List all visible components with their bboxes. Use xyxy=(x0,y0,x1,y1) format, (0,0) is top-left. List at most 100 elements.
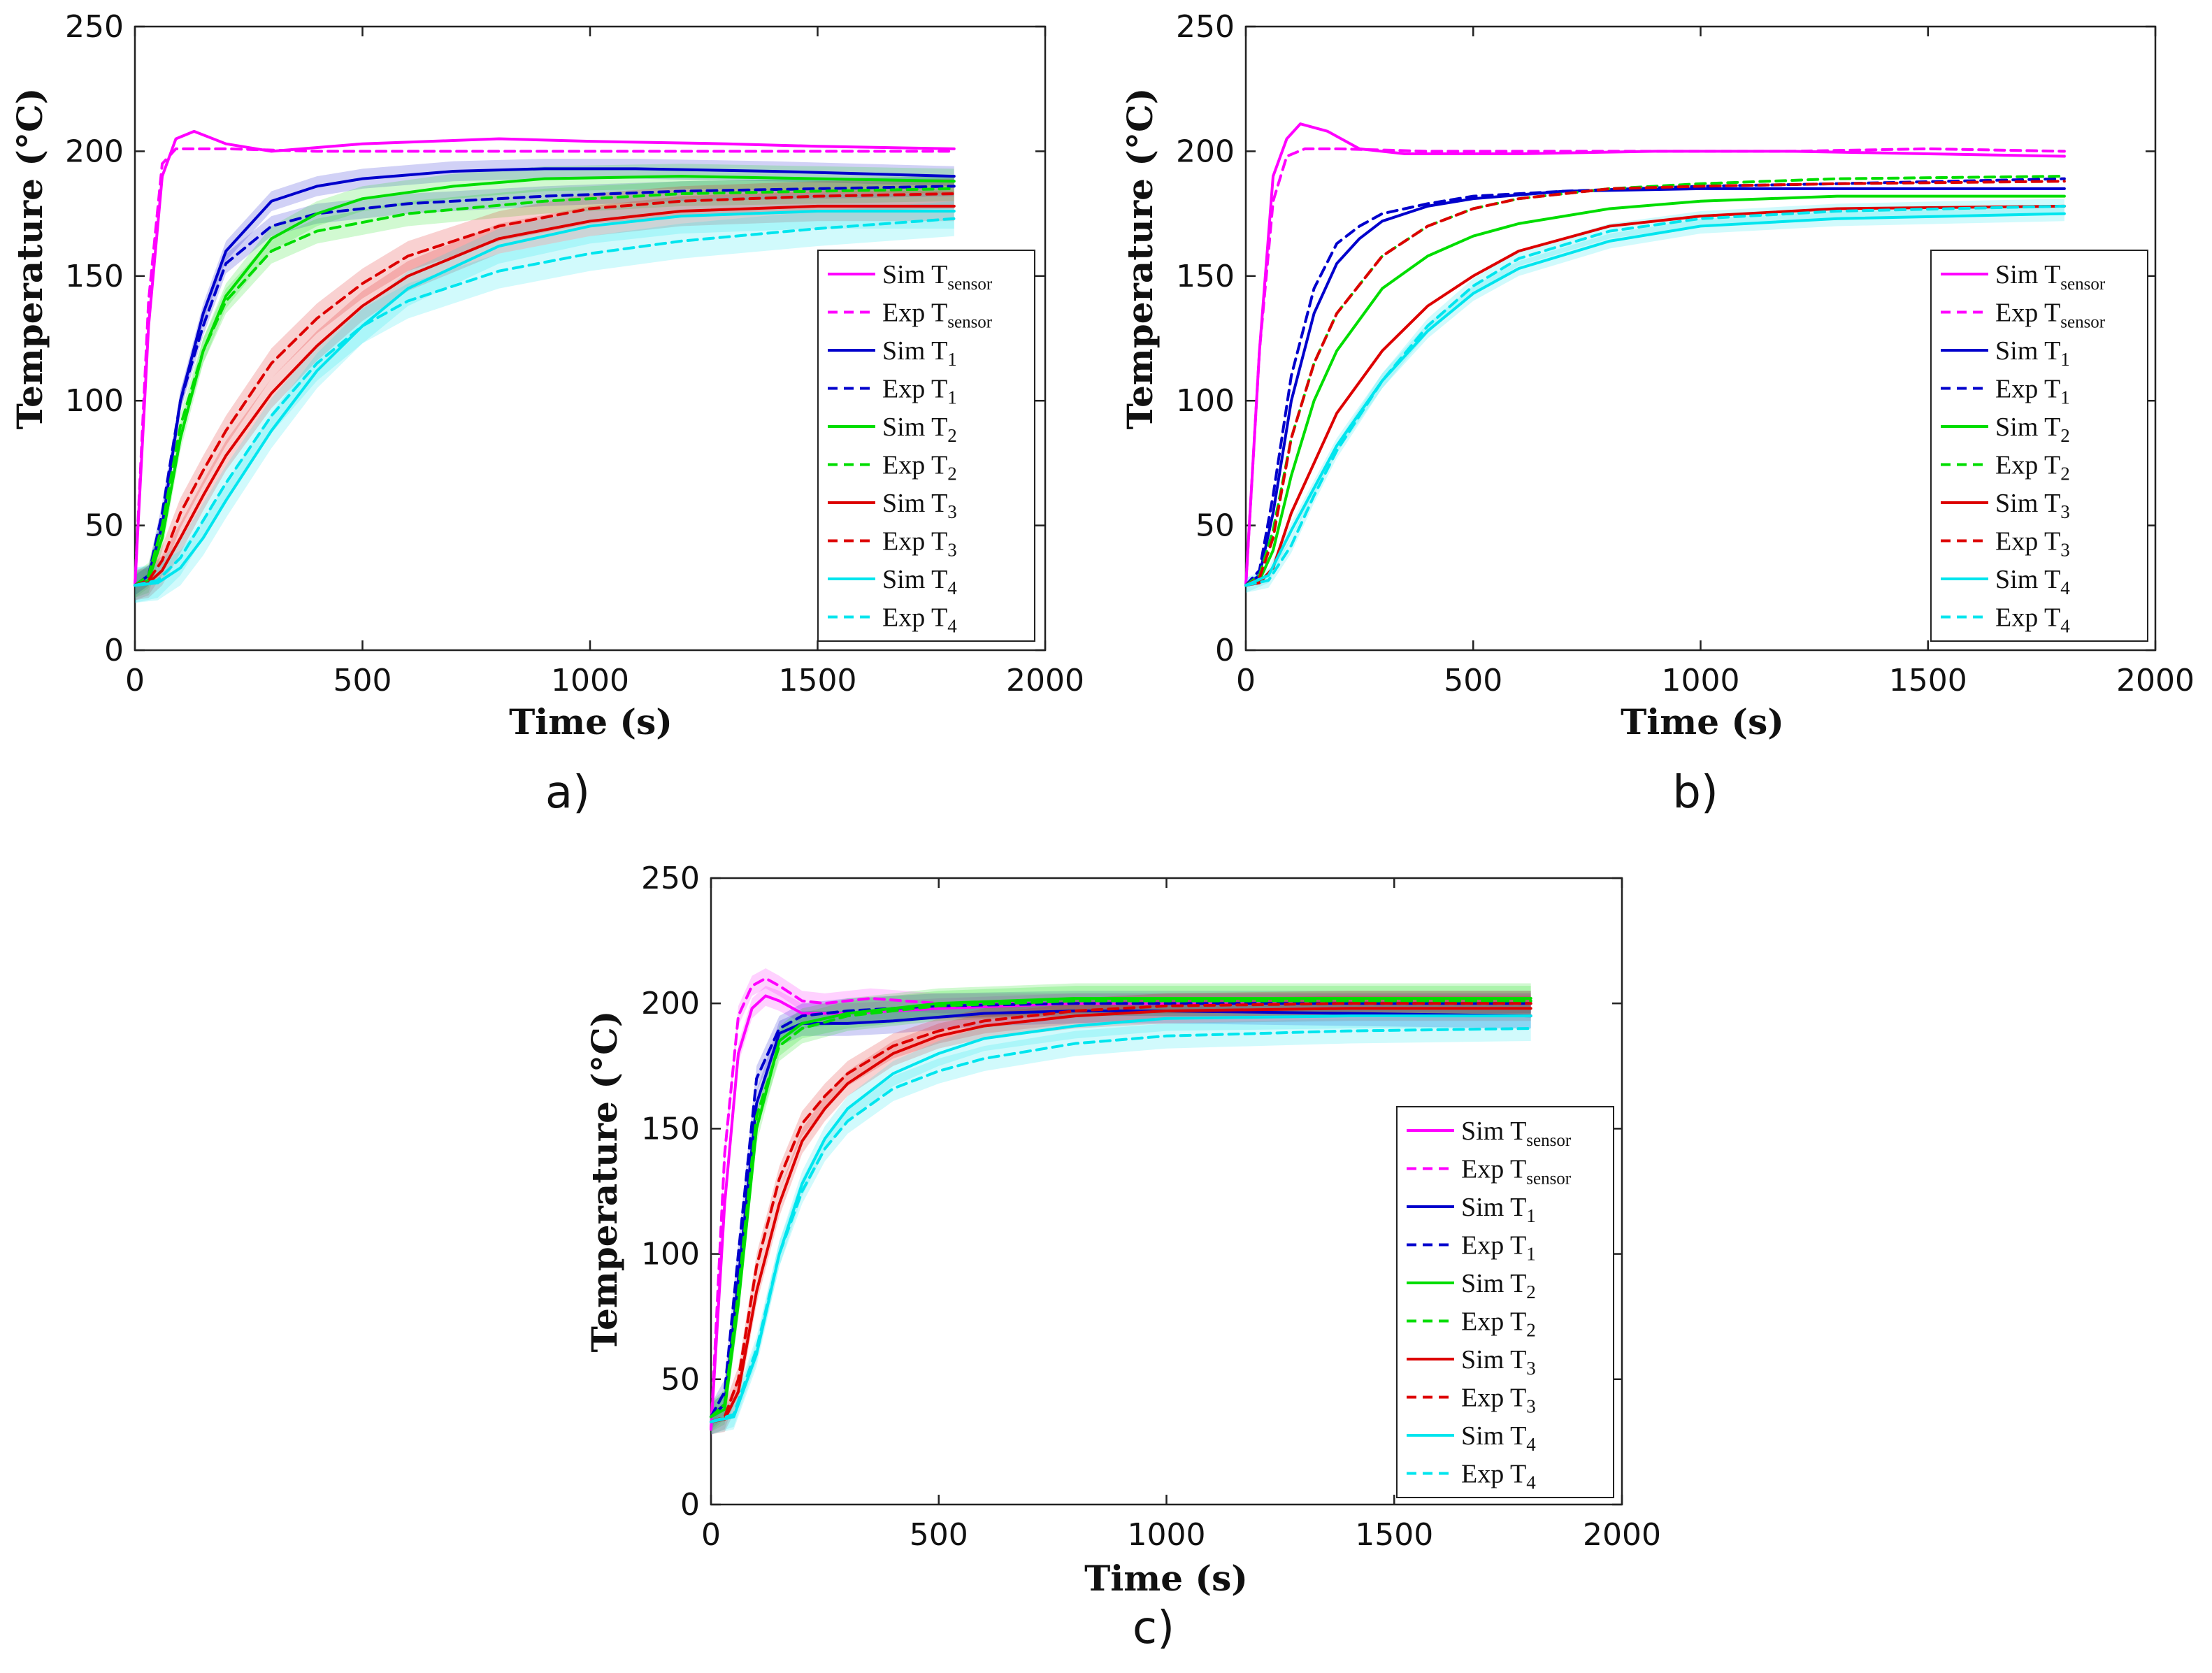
panel-b-legend-box xyxy=(1930,250,2148,642)
panel-b-y-tick-label: 250 xyxy=(1176,9,1235,45)
panel-c-legend-label: Exp T4 xyxy=(1461,1460,1536,1493)
panel-c-x-tick-label: 1000 xyxy=(1128,1517,1206,1553)
panel-b-legend-subscript: 3 xyxy=(2060,501,2070,522)
panel-c-y-tick-label: 50 xyxy=(661,1362,700,1398)
panel-b-series-exp-sensor xyxy=(1244,147,2066,587)
panel-b-legend-label: Sim T2 xyxy=(1995,412,2070,446)
panel-c-x-tick-label: 0 xyxy=(701,1517,721,1553)
panel-b-x-tick-label: 1500 xyxy=(1889,663,1967,698)
panel-c-legend-label: Sim T1 xyxy=(1461,1193,1536,1226)
panel-a-legend-subscript: 3 xyxy=(947,540,957,561)
chart-panel-c: Temperature (°C) Time (s) c) 0 500 1000 150… xyxy=(584,861,1661,1654)
panel-a-legend-label: Exp T3 xyxy=(882,527,957,561)
panel-a-x-tick-label: 1500 xyxy=(779,663,857,698)
panel-a-series-exp-3 xyxy=(134,192,956,587)
panel-a-legend-label: Sim T4 xyxy=(882,565,957,598)
panel-a-series-exp-1 xyxy=(134,185,956,587)
panel-b-legend-label: Exp T3 xyxy=(1995,527,2070,561)
panel-c-legend-subscript: sensor xyxy=(1526,1170,1572,1189)
panel-b-x-tick-label: 2000 xyxy=(2116,663,2195,698)
panel-b-legend-subscript: sensor xyxy=(2060,313,2106,332)
panel-c-series-exp-1 xyxy=(710,1002,1532,1419)
panel-b-legend-label: Exp T4 xyxy=(1995,603,2070,637)
panel-a-series-exp-2 xyxy=(134,187,956,587)
panel-a-y-tick-label: 0 xyxy=(104,633,124,668)
panel-b-caption: b) xyxy=(1672,767,1718,819)
panel-c-y-axis-label: Temperature (°C) xyxy=(584,1011,625,1353)
panel-b-legend-subscript: 1 xyxy=(2060,349,2070,370)
panel-b-series-sim-1 xyxy=(1244,187,2066,587)
panel-a-y-tick-label: 200 xyxy=(65,134,124,169)
panel-a-legend-subscript: sensor xyxy=(947,313,993,332)
panel-c-caption: c) xyxy=(1133,1602,1175,1654)
panel-c-series-exp-4 xyxy=(710,1027,1532,1423)
panel-a-x-tick-label: 1000 xyxy=(551,663,629,698)
panel-a-legend-subscript: 4 xyxy=(947,577,957,598)
panel-b-legend-subscript: 4 xyxy=(2060,577,2070,598)
panel-a-legend-box xyxy=(817,250,1035,642)
panel-b-x-axis-label: Time (s) xyxy=(1621,701,1784,742)
panel-b-legend-label: Exp T1 xyxy=(1995,375,2070,408)
panel-b-y-axis-label: Temperature (°C) xyxy=(1119,88,1161,430)
panel-c-y-tick-label: 150 xyxy=(641,1111,700,1147)
panel-c-legend-label: Sim T3 xyxy=(1461,1345,1536,1379)
panel-a-band-9 xyxy=(135,201,954,603)
panel-c-y-tick-label: 250 xyxy=(641,861,700,896)
panel-a-series-sim-3 xyxy=(134,204,956,587)
panel-c-x-tick-label: 1500 xyxy=(1355,1517,1433,1553)
panel-a-y-tick-label: 100 xyxy=(65,383,124,419)
panel-c-y-tick-label: 100 xyxy=(641,1237,700,1272)
panel-a-caption: a) xyxy=(545,767,590,819)
panel-c-legend-subscript: sensor xyxy=(1526,1131,1572,1150)
panel-a-x-tick-label: 0 xyxy=(125,663,145,698)
panel-c-legend-subscript: 3 xyxy=(1526,1396,1536,1417)
panel-a-band-8 xyxy=(135,194,954,603)
panel-b-y-tick-label: 0 xyxy=(1215,633,1235,668)
panel-a-legend-label: Sim T2 xyxy=(882,412,957,446)
panel-b-legend-label: Exp T2 xyxy=(1995,451,2070,484)
panel-b-legend-subscript: 1 xyxy=(2060,387,2070,408)
panel-b-y-tick-label: 100 xyxy=(1176,383,1235,419)
panel-b-series-sim-2 xyxy=(1244,194,2066,587)
panel-c-legend-subscript: 4 xyxy=(1526,1472,1536,1493)
panel-b-x-tick-label: 500 xyxy=(1444,663,1502,698)
panel-c-legend-label: Exp T1 xyxy=(1461,1231,1536,1265)
panel-c-series-exp-2 xyxy=(710,999,1532,1419)
panel-b-legend-label: Sim T3 xyxy=(1995,489,2070,522)
panel-a-legend-subscript: 2 xyxy=(947,464,957,484)
panel-b-y-tick-label: 150 xyxy=(1176,259,1235,294)
panel-b-legend-subscript: 2 xyxy=(2060,464,2070,484)
panel-a-series-exp-sensor xyxy=(134,147,956,587)
panel-a-legend-label: Exp T1 xyxy=(882,375,957,408)
panel-c-legend-label: Sim T4 xyxy=(1461,1421,1536,1455)
panel-b-legend-label: Sim Tsensor xyxy=(1995,260,2106,294)
panel-c-legend-label: Exp T3 xyxy=(1461,1384,1536,1417)
panel-b-x-tick-label: 1000 xyxy=(1662,663,1740,698)
panel-a-series-sim-2 xyxy=(134,175,956,587)
panel-c-series-exp-3 xyxy=(710,1002,1532,1423)
panel-c-series-sim-3 xyxy=(710,1007,1532,1423)
panel-a-y-tick-label: 150 xyxy=(65,259,124,294)
panel-b-series-exp-4 xyxy=(1244,204,2066,587)
panel-a-x-axis-label: Time (s) xyxy=(509,701,673,742)
panel-b-legend-subscript: 4 xyxy=(2060,616,2070,637)
panel-c-legend-subscript: 2 xyxy=(1526,1320,1536,1341)
panel-b-y-tick-label: 50 xyxy=(1195,508,1235,544)
panel-b-legend-subscript: 3 xyxy=(2060,540,2070,561)
panel-a-legend-label: Exp T4 xyxy=(882,603,957,637)
panel-c-legend-subscript: 1 xyxy=(1526,1244,1536,1265)
panel-b-legend-label: Sim T1 xyxy=(1995,336,2070,370)
panel-a-y-axis-label: Temperature (°C) xyxy=(9,88,50,430)
panel-c-legend-subscript: 4 xyxy=(1526,1434,1536,1455)
panel-a-legend-subscript: 4 xyxy=(947,616,957,637)
panel-c-legend-subscript: 3 xyxy=(1526,1358,1536,1379)
panel-b-legend-subscript: 2 xyxy=(2060,425,2070,446)
panel-a-legend-label: Sim T1 xyxy=(882,336,957,370)
panel-a-x-tick-label: 500 xyxy=(333,663,392,698)
panel-c-x-axis-label: Time (s) xyxy=(1084,1558,1248,1599)
panel-a-legend-label: Exp T2 xyxy=(882,451,957,484)
